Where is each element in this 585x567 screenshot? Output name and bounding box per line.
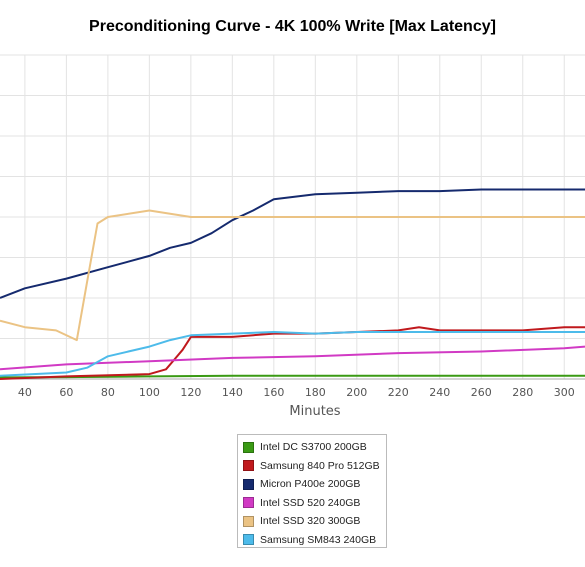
x-tick-label: 220 <box>388 386 409 399</box>
series-line <box>0 331 585 377</box>
x-tick-label: 300 <box>554 386 575 399</box>
x-tick-label: 280 <box>512 386 533 399</box>
x-tick-label: 140 <box>222 386 243 399</box>
legend-item[interactable]: Micron P400e 200GB <box>243 475 386 494</box>
legend-item[interactable]: Intel DC S3700 200GB <box>243 438 386 457</box>
x-tick-label: 100 <box>139 386 160 399</box>
x-tick-labels: 40 60 80 100 120 140 160 180 200 220 240 260 280 300 <box>18 386 575 399</box>
grid <box>0 54 585 380</box>
series-line <box>0 209 585 342</box>
legend-swatch <box>243 515 254 527</box>
legend-label: Intel SSD 520 240GB <box>260 496 361 509</box>
legend: Intel DC S3700 200GB Samsung 840 Pro 512G… <box>237 434 387 548</box>
x-tick-label: 120 <box>180 386 201 399</box>
chart-title: Preconditioning Curve - 4K 100% Write [M… <box>89 18 496 35</box>
series-line <box>0 188 585 299</box>
legend-swatch <box>243 534 254 546</box>
legend-label: Samsung 840 Pro 512GB <box>260 459 380 472</box>
legend-label: Micron P400e 200GB <box>260 478 361 491</box>
legend-item[interactable]: Intel SSD 520 240GB <box>243 494 386 513</box>
legend-label: Intel DC S3700 200GB <box>260 441 367 454</box>
x-tick-label: 40 <box>18 386 32 399</box>
legend-swatch <box>243 460 254 472</box>
legend-item[interactable]: Intel SSD 320 300GB <box>243 512 386 531</box>
x-tick-label: 160 <box>263 386 284 399</box>
series-line <box>0 345 585 371</box>
legend-item[interactable]: Samsung 840 Pro 512GB <box>243 457 386 476</box>
legend-swatch <box>243 441 254 453</box>
x-tick-label: 80 <box>101 386 115 399</box>
legend-label: Samsung SM843 240GB <box>260 533 377 546</box>
x-tick-label: 260 <box>471 386 492 399</box>
x-tick-label: 60 <box>59 386 73 399</box>
x-tick-label: 240 <box>429 386 450 399</box>
x-tick-label: 180 <box>305 386 326 399</box>
series-line <box>0 374 585 379</box>
legend-swatch <box>243 478 254 490</box>
x-axis-label: Minutes <box>289 404 341 419</box>
legend-label: Intel SSD 320 300GB <box>260 515 361 528</box>
legend-item[interactable]: Samsung SM843 240GB <box>243 531 386 550</box>
series-group <box>0 188 585 380</box>
x-tick-label: 200 <box>346 386 367 399</box>
legend-swatch <box>243 497 254 509</box>
series-line <box>0 326 585 380</box>
